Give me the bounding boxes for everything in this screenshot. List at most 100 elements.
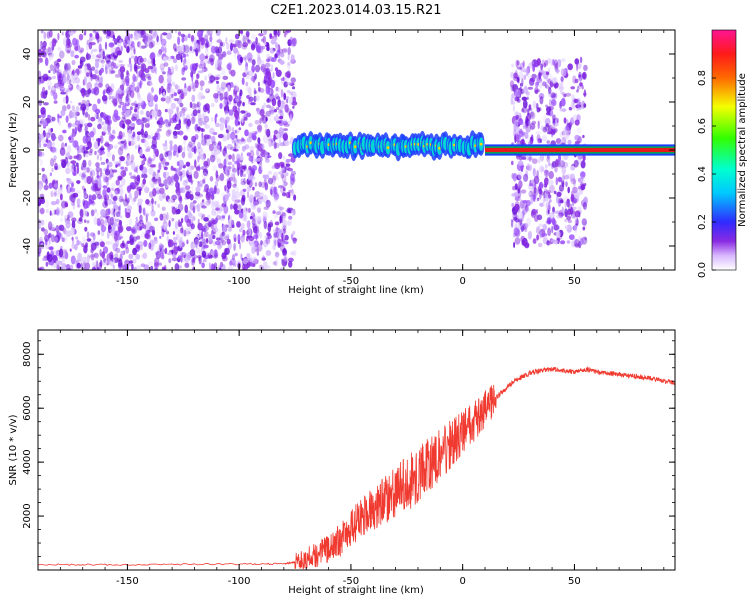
noise-speckle — [184, 57, 187, 64]
noise-speckle — [276, 107, 280, 110]
noise-speckle — [118, 104, 122, 109]
noise-speckle — [195, 166, 201, 171]
noise-speckle — [144, 73, 151, 79]
noise-speckle — [582, 71, 587, 80]
noise-speckle — [285, 158, 291, 163]
noise-speckle — [524, 131, 529, 140]
noise-speckle — [104, 218, 108, 226]
noise-speckle — [49, 146, 53, 152]
noise-speckle — [233, 177, 237, 187]
noise-speckle — [180, 256, 186, 262]
noise-speckle — [65, 90, 68, 96]
noise-speckle — [562, 174, 565, 182]
noise-speckle — [579, 237, 584, 246]
noise-speckle — [536, 197, 540, 202]
noise-speckle — [94, 69, 99, 75]
noise-speckle — [211, 208, 217, 216]
noise-speckle — [66, 104, 71, 110]
noise-speckle — [558, 184, 565, 192]
noise-speckle — [38, 150, 42, 157]
noise-speckle — [96, 36, 103, 43]
noise-speckle — [558, 200, 561, 207]
noise-speckle — [280, 258, 286, 262]
noise-speckle — [96, 193, 102, 200]
noise-speckle — [291, 209, 296, 216]
colorbar-tick-label: 0.8 — [697, 70, 708, 86]
spectrogram-x-tick-label: 50 — [568, 276, 581, 287]
noise-speckle — [61, 237, 65, 242]
noise-speckle — [118, 130, 123, 139]
noise-speckle — [110, 134, 116, 140]
noise-speckle — [268, 138, 273, 148]
noise-speckle — [510, 63, 515, 68]
noise-speckle — [293, 194, 297, 201]
noise-speckle — [50, 89, 55, 97]
noise-speckle — [284, 140, 290, 146]
noise-speckle — [83, 244, 88, 254]
noise-speckle — [280, 79, 284, 85]
noise-speckle — [43, 31, 47, 40]
noise-speckle — [53, 158, 56, 163]
noise-speckle — [52, 136, 57, 140]
noise-speckle — [228, 226, 232, 232]
noise-speckle — [197, 126, 201, 132]
noise-speckle — [115, 164, 118, 168]
noise-speckle — [515, 59, 519, 68]
noise-speckle — [47, 233, 51, 240]
noise-speckle — [527, 141, 534, 145]
noise-speckle — [280, 89, 284, 98]
noise-speckle — [215, 122, 220, 128]
noise-speckle — [251, 165, 257, 172]
noise-speckle — [130, 175, 137, 179]
noise-speckle — [110, 70, 116, 74]
noise-speckle — [86, 231, 90, 239]
noise-speckle — [93, 86, 100, 96]
noise-speckle — [270, 39, 276, 45]
noise-speckle — [512, 105, 515, 112]
noise-speckle — [99, 248, 102, 257]
noise-speckle — [86, 82, 93, 91]
noise-speckle — [84, 30, 87, 36]
noise-speckle — [104, 143, 110, 147]
noise-speckle — [177, 145, 183, 153]
noise-speckle — [174, 126, 177, 130]
noise-speckle — [237, 204, 242, 210]
noise-speckle — [76, 262, 81, 269]
noise-speckle — [232, 167, 238, 173]
noise-speckle — [72, 128, 75, 133]
noise-speckle — [583, 103, 587, 108]
noise-speckle — [95, 112, 99, 120]
noise-speckle — [38, 151, 45, 157]
noise-speckle — [38, 80, 41, 86]
noise-speckle — [145, 110, 151, 118]
noise-speckle — [248, 236, 255, 242]
noise-speckle — [260, 240, 263, 246]
noise-speckle — [518, 112, 522, 122]
noise-speckle — [72, 37, 78, 46]
noise-speckle — [235, 92, 238, 97]
noise-speckle — [154, 217, 159, 222]
noise-speckle — [141, 166, 148, 175]
noise-speckle — [257, 198, 263, 204]
noise-speckle — [70, 50, 75, 58]
noise-speckle — [124, 166, 128, 172]
noise-speckle — [102, 90, 106, 96]
noise-speckle — [231, 224, 235, 228]
noise-speckle — [158, 262, 162, 266]
noise-speckle — [253, 95, 257, 103]
noise-speckle — [582, 226, 586, 231]
noise-speckle — [139, 57, 144, 63]
noise-speckle — [137, 241, 144, 247]
spectrogram-plot-area — [38, 30, 675, 270]
noise-speckle — [251, 204, 257, 210]
noise-speckle — [197, 155, 200, 163]
noise-speckle — [79, 49, 83, 54]
noise-speckle — [234, 39, 238, 43]
noise-speckle — [183, 59, 187, 68]
noise-speckle — [120, 170, 127, 177]
noise-speckle — [292, 105, 295, 109]
noise-speckle — [164, 179, 170, 189]
noise-speckle — [161, 213, 168, 222]
noise-speckle — [275, 254, 279, 264]
